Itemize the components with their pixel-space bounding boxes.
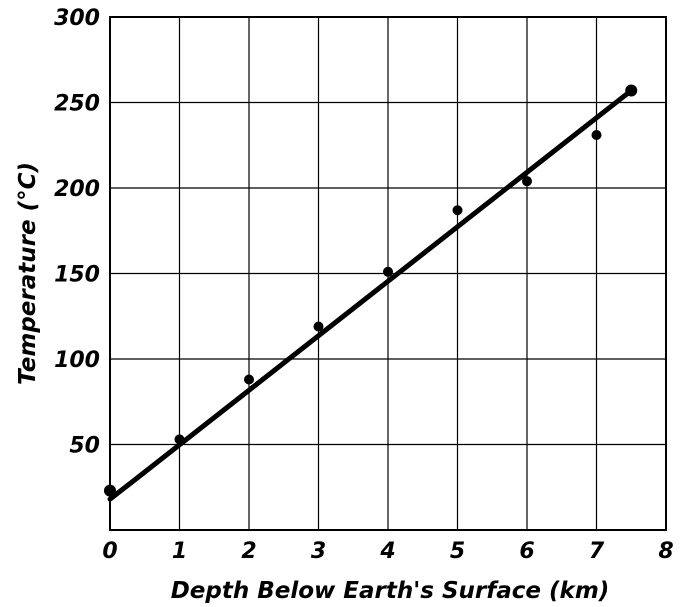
x-tick-label: 5: [450, 539, 465, 564]
x-axis-tick-labels: 0 1 2 3 4 5 6 7 8: [102, 539, 673, 564]
data-point: [522, 176, 532, 187]
x-tick-label: 7: [589, 539, 605, 564]
x-axis-label: Depth Below Earth's Surface (km): [171, 578, 610, 604]
y-tick-label: 250: [54, 92, 100, 117]
trend-line: [107, 88, 634, 502]
x-tick-label: 0: [102, 539, 117, 564]
data-point: [591, 129, 602, 140]
x-tick-label: 1: [172, 539, 187, 564]
x-tick-label: 8: [658, 539, 673, 564]
data-point: [313, 321, 324, 332]
y-tick-label: 150: [54, 263, 100, 288]
y-tick-label: 50: [69, 434, 100, 459]
y-tick-label: 200: [54, 177, 100, 202]
x-tick-label: 4: [379, 539, 395, 564]
x-tick-label: 2: [241, 539, 256, 564]
data-point: [244, 374, 254, 385]
y-tick-label: 100: [54, 348, 100, 373]
data-point: [625, 84, 638, 97]
data-points: [104, 84, 638, 497]
data-point: [104, 484, 116, 497]
data-point: [452, 205, 463, 216]
data-point: [174, 434, 185, 445]
y-axis-tick-labels: 50 100 150 200 250 300: [54, 6, 100, 459]
plot-area: [109, 16, 667, 531]
x-tick-label: 6: [519, 539, 534, 564]
x-tick-label: 3: [311, 539, 326, 564]
y-axis-label: Temperature (°C): [15, 162, 41, 385]
data-point: [383, 266, 393, 277]
y-tick-label: 300: [54, 6, 100, 31]
